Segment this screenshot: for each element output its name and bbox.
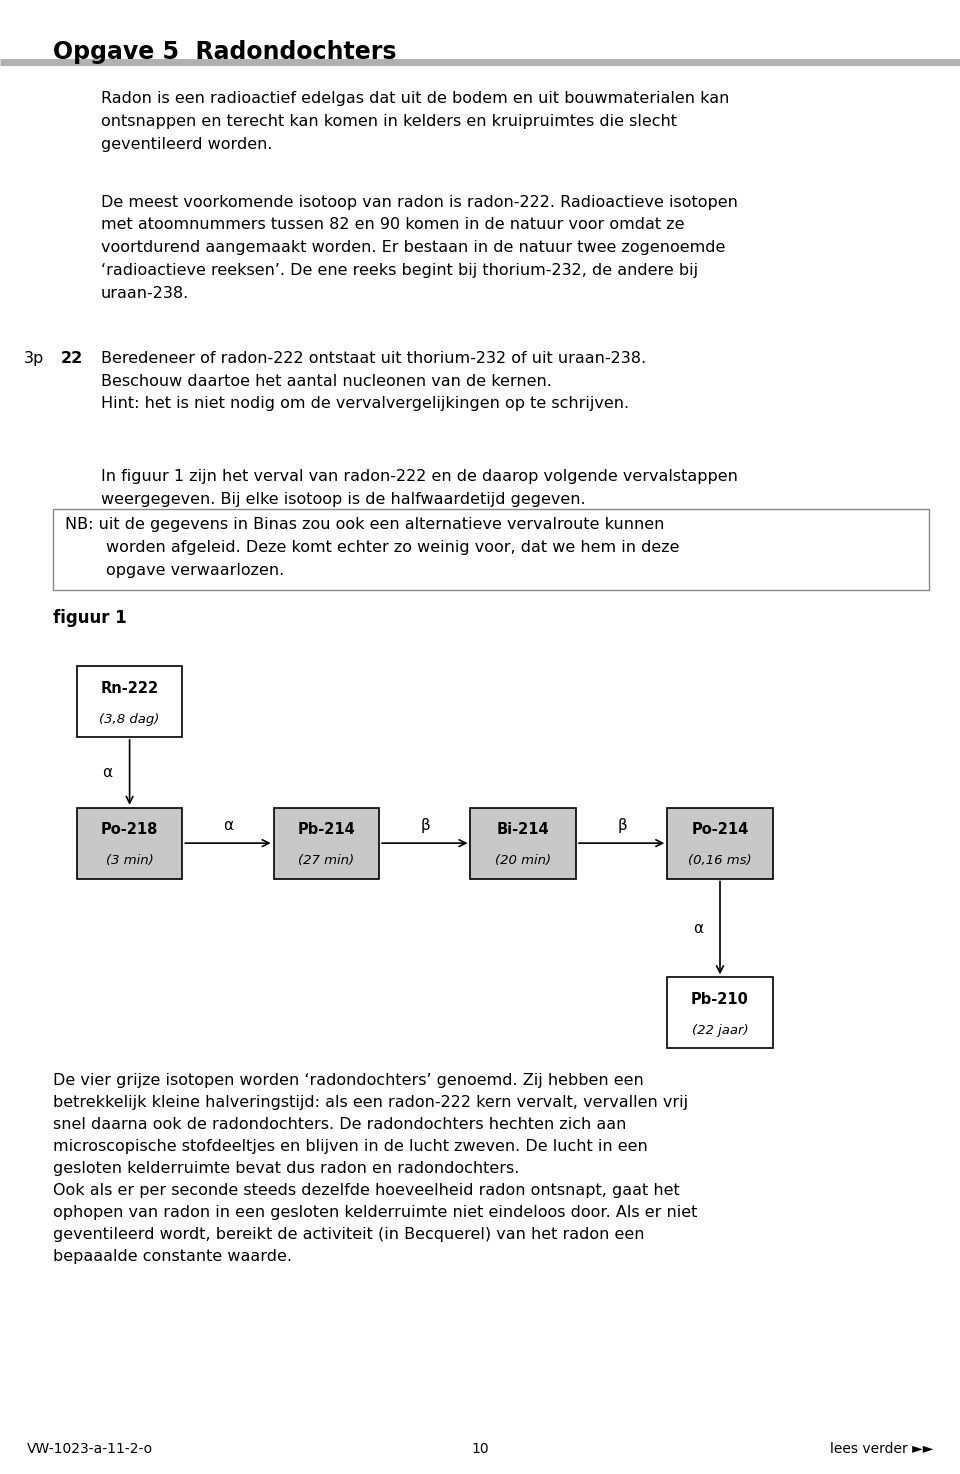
Text: In figuur 1 zijn het verval van radon-222 en de daarop volgende vervalstappen
we: In figuur 1 zijn het verval van radon-22… <box>101 469 737 507</box>
Text: Rn-222: Rn-222 <box>101 681 158 696</box>
Text: De vier grijze isotopen worden ‘radondochters’ genoemd. Zij hebben een
betrekkel: De vier grijze isotopen worden ‘radondoc… <box>53 1073 697 1263</box>
Text: De meest voorkomende isotoop van radon is radon-222. Radioactieve isotopen
met a: De meest voorkomende isotoop van radon i… <box>101 195 737 301</box>
Text: Po-218: Po-218 <box>101 822 158 837</box>
Text: (22 jaar): (22 jaar) <box>692 1024 748 1036</box>
Text: lees verder ►►: lees verder ►► <box>829 1443 933 1456</box>
Text: (27 min): (27 min) <box>299 855 354 867</box>
Text: VW-1023-a-11-2-o: VW-1023-a-11-2-o <box>27 1443 153 1456</box>
Text: Bi-214: Bi-214 <box>497 822 549 837</box>
Text: Po-214: Po-214 <box>691 822 749 837</box>
Text: 3p: 3p <box>24 351 44 366</box>
Text: 22: 22 <box>60 351 83 366</box>
Text: α: α <box>224 818 233 833</box>
Text: figuur 1: figuur 1 <box>53 609 127 626</box>
Bar <box>77 808 182 879</box>
Bar <box>667 977 773 1048</box>
Text: 10: 10 <box>471 1443 489 1456</box>
Text: NB: uit de gegevens in Binas zou ook een alternatieve vervalroute kunnen
       : NB: uit de gegevens in Binas zou ook een… <box>65 517 680 578</box>
Bar <box>53 509 929 590</box>
Text: α: α <box>693 921 703 936</box>
Text: Radon is een radioactief edelgas dat uit de bodem en uit bouwmaterialen kan
onts: Radon is een radioactief edelgas dat uit… <box>101 91 730 152</box>
Text: (3,8 dag): (3,8 dag) <box>100 713 159 725</box>
Text: β: β <box>420 818 430 833</box>
Text: Opgave 5  Radondochters: Opgave 5 Radondochters <box>53 40 396 63</box>
Text: Pb-214: Pb-214 <box>298 822 355 837</box>
Bar <box>667 808 773 879</box>
Text: (20 min): (20 min) <box>495 855 551 867</box>
Text: (3 min): (3 min) <box>106 855 154 867</box>
Bar <box>77 666 182 737</box>
Text: Beredeneer of radon-222 ontstaat uit thorium-232 of uit uraan-238.
Beschouw daar: Beredeneer of radon-222 ontstaat uit tho… <box>101 351 646 411</box>
Bar <box>274 808 379 879</box>
Bar <box>470 808 576 879</box>
Text: Pb-210: Pb-210 <box>691 992 749 1007</box>
Text: α: α <box>103 765 112 780</box>
Text: (0,16 ms): (0,16 ms) <box>688 855 752 867</box>
Text: β: β <box>617 818 627 833</box>
